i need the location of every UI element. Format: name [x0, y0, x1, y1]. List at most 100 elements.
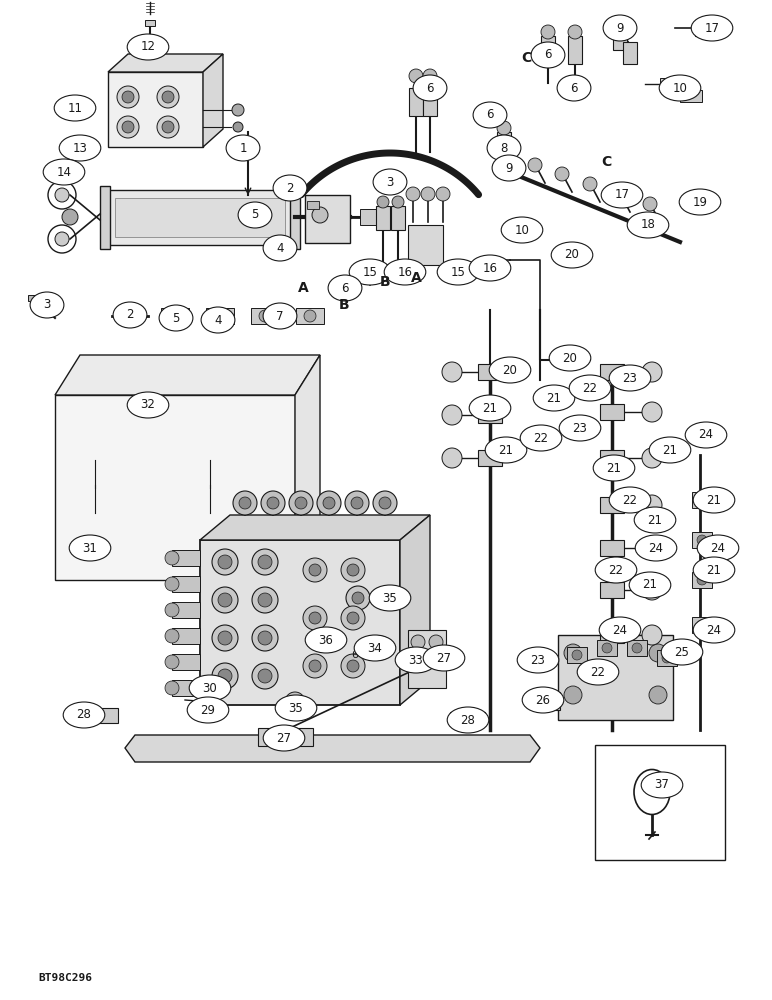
Circle shape [218, 631, 232, 645]
Ellipse shape [609, 487, 651, 513]
Text: 7: 7 [276, 310, 284, 322]
Circle shape [317, 491, 341, 515]
Ellipse shape [189, 675, 231, 701]
Circle shape [442, 448, 462, 468]
Circle shape [212, 625, 238, 651]
Bar [597, 640, 617, 656]
Circle shape [436, 187, 450, 201]
Circle shape [258, 593, 272, 607]
Circle shape [165, 629, 179, 643]
Ellipse shape [43, 159, 85, 185]
Bar [600, 582, 624, 598]
Circle shape [409, 69, 423, 83]
Text: 17: 17 [705, 21, 720, 34]
Ellipse shape [520, 425, 562, 451]
Ellipse shape [492, 155, 526, 181]
Bar [305, 195, 350, 243]
Circle shape [303, 606, 327, 630]
Circle shape [121, 307, 139, 325]
Polygon shape [55, 395, 295, 580]
Circle shape [613, 187, 627, 201]
Ellipse shape [384, 259, 426, 285]
Ellipse shape [595, 557, 637, 583]
Text: A: A [298, 281, 308, 295]
Bar [558, 635, 673, 720]
Circle shape [374, 642, 386, 654]
Bar [692, 492, 712, 508]
Bar [600, 540, 624, 556]
Text: 21: 21 [642, 578, 658, 591]
Bar [115, 198, 285, 237]
Text: 21: 21 [499, 444, 513, 456]
Circle shape [497, 121, 511, 135]
Circle shape [304, 310, 316, 322]
Circle shape [602, 643, 612, 653]
Circle shape [303, 654, 327, 678]
Text: 20: 20 [503, 363, 517, 376]
Circle shape [55, 232, 69, 246]
Circle shape [392, 196, 404, 208]
Text: C: C [521, 51, 531, 65]
Circle shape [697, 535, 707, 545]
Ellipse shape [531, 42, 565, 68]
Text: 28: 28 [461, 714, 476, 726]
Ellipse shape [693, 487, 735, 513]
Text: 30: 30 [202, 682, 218, 694]
Circle shape [157, 86, 179, 108]
Ellipse shape [569, 375, 611, 401]
Ellipse shape [69, 535, 111, 561]
Bar [376, 206, 390, 230]
Text: 23: 23 [573, 422, 587, 434]
Circle shape [165, 577, 179, 591]
Polygon shape [200, 515, 430, 540]
Circle shape [352, 592, 364, 604]
Text: 5: 5 [252, 209, 259, 222]
Bar [296, 308, 324, 324]
Bar [600, 497, 624, 513]
Ellipse shape [577, 659, 619, 685]
Ellipse shape [305, 627, 347, 653]
Text: 21: 21 [662, 444, 678, 456]
Circle shape [165, 603, 179, 617]
Circle shape [408, 648, 432, 672]
Text: 29: 29 [201, 704, 215, 716]
Text: 15: 15 [363, 265, 378, 278]
Text: 11: 11 [67, 102, 83, 114]
Bar [307, 201, 319, 209]
Text: 20: 20 [564, 248, 580, 261]
Text: 18: 18 [641, 219, 655, 232]
Circle shape [252, 549, 278, 575]
Text: 2: 2 [127, 308, 134, 322]
Ellipse shape [437, 259, 479, 285]
Circle shape [642, 362, 662, 382]
Bar [600, 450, 624, 466]
Bar [627, 640, 647, 656]
Circle shape [572, 650, 582, 660]
Ellipse shape [369, 585, 411, 611]
Ellipse shape [113, 302, 147, 328]
Text: 24: 24 [612, 624, 628, 637]
Ellipse shape [635, 507, 676, 533]
Circle shape [377, 196, 389, 208]
Circle shape [347, 612, 359, 624]
Bar [613, 28, 627, 50]
Bar [258, 728, 313, 746]
Circle shape [429, 635, 443, 649]
Text: 21: 21 [706, 564, 722, 576]
Text: 4: 4 [215, 314, 222, 326]
Bar [251, 308, 279, 324]
Text: 15: 15 [451, 265, 466, 278]
Circle shape [309, 612, 321, 624]
Bar [105, 190, 295, 245]
Text: 9: 9 [505, 161, 513, 174]
Circle shape [528, 158, 542, 172]
Text: A: A [411, 271, 422, 285]
Circle shape [649, 686, 667, 704]
Circle shape [232, 104, 244, 116]
Circle shape [642, 625, 662, 645]
Bar [161, 308, 189, 324]
Text: 32: 32 [141, 398, 155, 412]
Circle shape [411, 635, 425, 649]
Ellipse shape [263, 235, 297, 261]
Text: 24: 24 [648, 542, 663, 554]
